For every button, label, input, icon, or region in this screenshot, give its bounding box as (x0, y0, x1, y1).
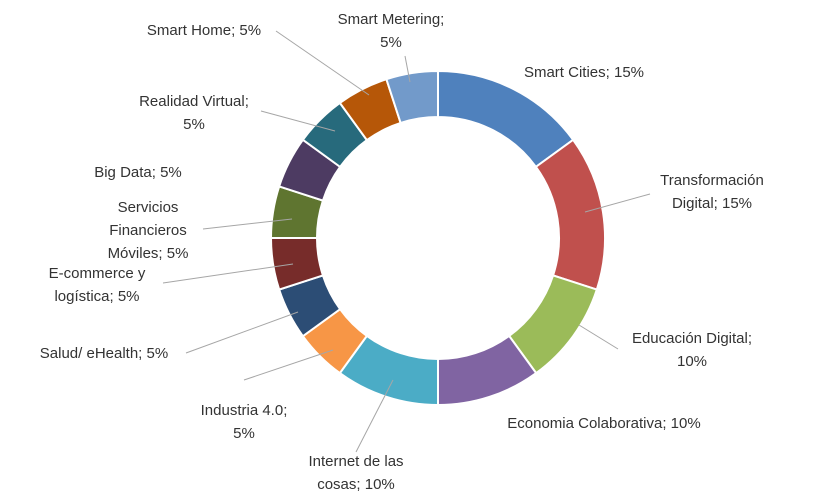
data-label-smart-cities: Smart Cities; 15% (524, 64, 644, 81)
leader-line-realidad-virtual (260, 110, 336, 132)
data-label-economia-colaborativa: Economia Colaborativa; 10% (507, 415, 700, 432)
leader-line-servicios-financieros-moviles (202, 218, 293, 230)
data-label-transformacion-digital: Transformación Digital; 15% (660, 172, 764, 212)
slice-smart-metering (385, 69, 439, 125)
leader-line-industria-4-0 (243, 349, 334, 381)
data-label-salud-ehealth: Salud/ eHealth; 5% (40, 345, 168, 362)
data-label-smart-home: Smart Home; 5% (147, 22, 261, 39)
donut-slices (269, 69, 606, 407)
slice-smart-cities (437, 69, 575, 169)
leader-line-transformacion-digital (584, 193, 651, 213)
slice-labels: Smart Cities; 15% Transformación Digital; … (40, 11, 764, 493)
leader-line-salud-ehealth (185, 311, 299, 354)
leader-line-smart-metering (404, 55, 411, 83)
data-label-e-commerce-y-logistica: E-commerce y logística; 5% (49, 265, 146, 305)
data-label-servicios-financieros-moviles: Servicios Financieros Móviles; 5% (108, 199, 189, 262)
leader-line-internet-de-las-cosas (355, 379, 394, 453)
data-label-educacion-digital: Educación Digital; 10% (632, 330, 752, 370)
data-label-realidad-virtual: Realidad Virtual; 5% (139, 93, 249, 133)
data-label-internet-de-las-cosas: Internet de las cosas; 10% (308, 453, 403, 493)
data-label-big-data: Big Data; 5% (94, 164, 182, 181)
slice-transformacion-digital (534, 138, 606, 291)
leader-line-smart-home (275, 30, 370, 96)
data-label-industria-4-0: Industria 4.0; 5% (201, 402, 288, 442)
leader-line-educacion-digital (578, 324, 619, 350)
leader-lines (162, 30, 651, 453)
data-label-smart-metering: Smart Metering; 5% (338, 11, 445, 51)
leader-line-e-commerce-y-logistica (162, 263, 294, 284)
